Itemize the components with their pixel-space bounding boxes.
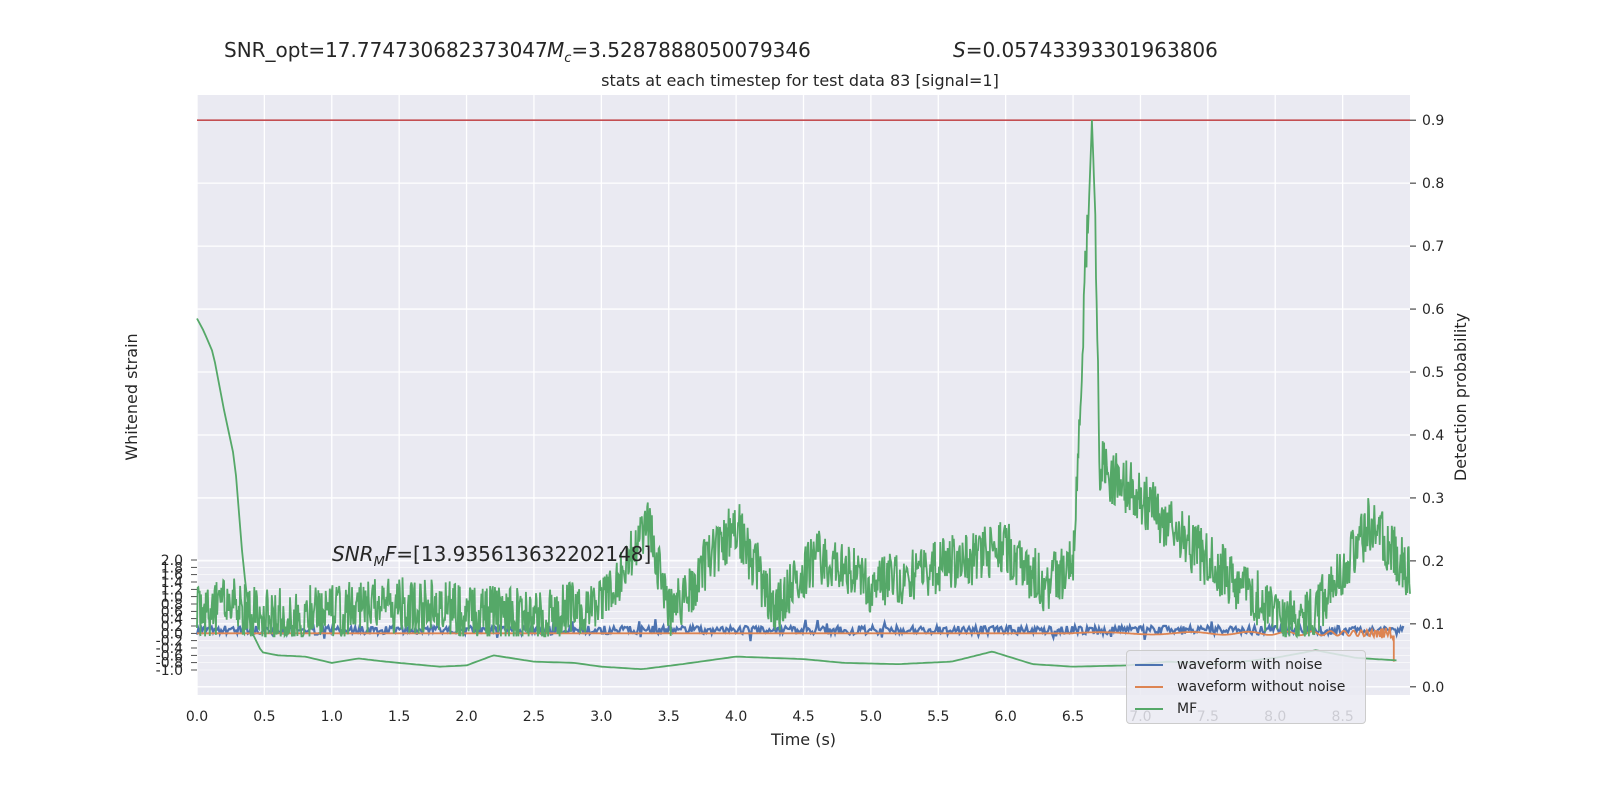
series-waveform-with-noise	[195, 618, 1405, 642]
snr-mf-symbol: SNRMF	[332, 542, 397, 570]
y-right-tick-label-8: 0.8	[1422, 176, 1444, 192]
x-tick-label-3: 1.5	[388, 709, 410, 725]
x-tick-label-2: 1.0	[321, 709, 343, 725]
left-tick-label-0: 2.0	[161, 553, 183, 569]
legend-label-clean: waveform without noise	[1177, 679, 1346, 695]
legend: waveform with noise waveform without noi…	[1126, 650, 1366, 724]
left-tick-label-13: -0.6	[156, 648, 183, 664]
y-right-tick-label-6: 0.6	[1422, 302, 1444, 318]
x-tick-label-6: 3.0	[590, 709, 612, 725]
y-axis-right-label: Detection probability	[1451, 313, 1470, 481]
left-tick-label-9: 0.2	[161, 619, 183, 635]
x-tick-label-7: 3.5	[658, 709, 680, 725]
snr-opt-label: SNR_opt=17.774730682373047	[224, 38, 548, 62]
left-tick-label-4: 1.2	[161, 582, 183, 598]
legend-swatch-noisy	[1135, 664, 1163, 666]
legend-item-clean: waveform without noise	[1135, 676, 1345, 698]
x-tick-label-1: 0.5	[253, 709, 275, 725]
legend-swatch-mf	[1135, 708, 1163, 710]
y-right-tick-label-7: 0.7	[1422, 239, 1444, 255]
x-tick-label-9: 4.5	[792, 709, 814, 725]
x-tick-label-11: 5.5	[927, 709, 949, 725]
y-right-tick-label-3: 0.3	[1422, 491, 1444, 507]
x-tick-label-10: 5.0	[860, 709, 882, 725]
x-tick-label-8: 4.0	[725, 709, 747, 725]
left-tick-label-15: -1.0	[156, 663, 183, 679]
left-tick-label-8: 0.4	[161, 612, 183, 628]
s-stat-symbol: S	[953, 38, 966, 62]
left-tick-label-5: 1.0	[161, 590, 183, 606]
left-tick-label-3: 1.4	[161, 575, 183, 591]
y-axis-left-label: Whitened strain	[122, 333, 141, 460]
s-stat-label: S=0.05743393301963806	[953, 38, 1218, 62]
left-tick-label-7: 0.6	[161, 604, 183, 620]
legend-label-noisy: waveform with noise	[1177, 657, 1323, 673]
left-tick-label-6: 0.8	[161, 597, 183, 613]
chirp-mass-value: =3.5287888050079346	[571, 38, 811, 62]
left-tick-label-11: -0.2	[156, 634, 183, 650]
series-waveform-without-noise	[197, 626, 1395, 662]
x-tick-label-0: 0.0	[186, 709, 208, 725]
legend-item-noisy: waveform with noise	[1135, 654, 1322, 676]
left-tick-label-10: 0.0	[161, 626, 183, 642]
legend-label-mf: MF	[1177, 701, 1198, 717]
chirp-mass-symbol: Mc	[547, 38, 572, 66]
snr-mf-label: SNRMF=[13.935613632202148]	[332, 542, 651, 570]
x-axis-label: Time (s)	[770, 730, 836, 749]
y-right-tick-label-5: 0.5	[1422, 365, 1444, 381]
legend-item-mf: MF	[1135, 698, 1197, 720]
chirp-mass-label: Mc=3.5287888050079346	[547, 38, 811, 66]
legend-swatch-clean	[1135, 686, 1163, 688]
s-stat-value: =0.05743393301963806	[965, 38, 1218, 62]
y-right-tick-label-1: 0.1	[1422, 617, 1444, 633]
y-right-tick-label-2: 0.2	[1422, 554, 1444, 570]
snr-mf-value: =[13.935613632202148]	[396, 542, 652, 566]
x-tick-label-5: 2.5	[523, 709, 545, 725]
x-tick-label-4: 2.0	[455, 709, 477, 725]
x-tick-label-13: 6.5	[1062, 709, 1084, 725]
y-right-tick-label-0: 0.0	[1422, 680, 1444, 696]
series-layer	[195, 119, 1411, 671]
y-right-tick-label-4: 0.4	[1422, 428, 1444, 444]
left-tick-label-14: -0.8	[156, 656, 183, 672]
left-tick-label-1: 1.8	[161, 560, 183, 576]
chart-title: stats at each timestep for test data 83 …	[601, 71, 999, 90]
series-detection-probability	[196, 120, 1411, 639]
left-tick-label-12: -0.4	[156, 641, 183, 657]
left-tick-label-2: 1.6	[161, 568, 183, 584]
y-right-tick-label-9: 0.9	[1422, 113, 1444, 129]
x-tick-label-12: 6.0	[995, 709, 1017, 725]
